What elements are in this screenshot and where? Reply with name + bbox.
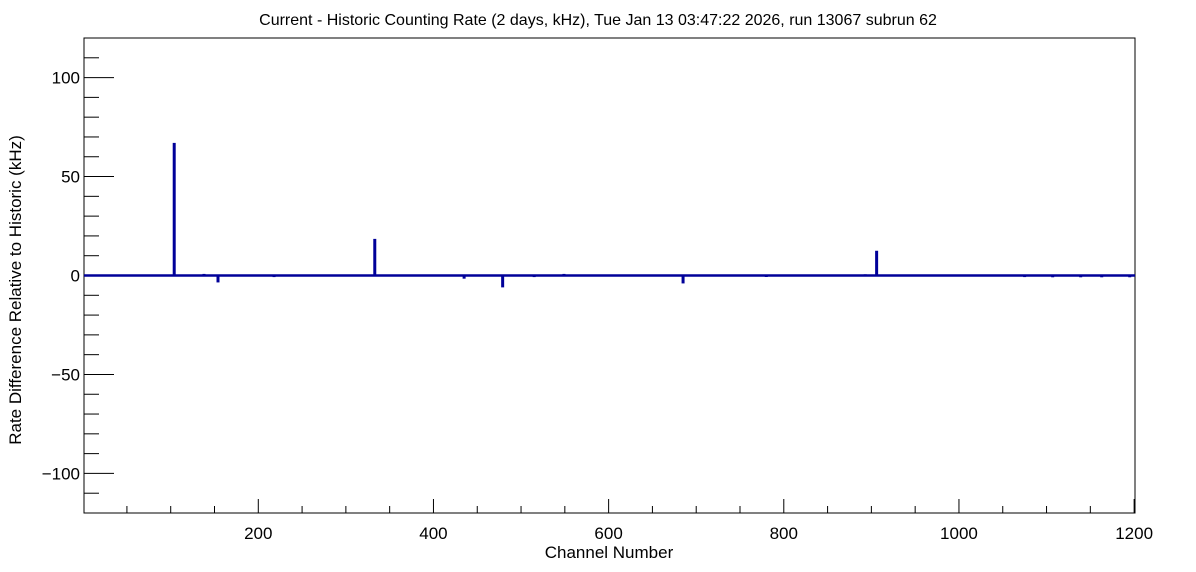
histogram-bar [1100,275,1104,278]
histogram-bar [681,275,685,284]
x-axis: 200 400 600 800 1000 1200 [126,499,1153,543]
histogram-bar [875,250,879,276]
y-tick-label: −50 [51,365,80,384]
x-axis-title: Channel Number [545,543,674,562]
histogram-bar [288,274,292,277]
x-tick-label: 600 [594,524,622,543]
y-tick-label: 50 [61,168,80,187]
histogram-bars [172,142,1132,288]
histogram-bar [216,275,220,283]
histogram-bar [467,274,471,277]
y-tick-label: −100 [42,464,80,483]
histogram-bar [1051,275,1055,278]
x-tick-label: 1200 [1115,524,1153,543]
y-axis-title: Rate Difference Relative to Historic (kH… [6,135,25,445]
histogram-bar [462,275,466,279]
histogram-bar [202,273,206,276]
y-tick-label: 100 [52,69,80,88]
x-tick-label: 1000 [940,524,978,543]
chart-title: Current - Historic Counting Rate (2 days… [259,12,937,29]
x-tick-label: 200 [244,524,272,543]
histogram-bar [272,275,276,278]
x-tick-label: 800 [770,524,798,543]
histogram-bar [1023,275,1027,278]
histogram-bar [172,142,176,276]
histogram-bar [562,273,566,276]
histogram-bar [764,275,768,277]
histogram-bar [373,238,377,276]
histogram-bar [501,275,505,288]
x-tick-label: 400 [419,524,447,543]
histogram-bar [1128,275,1132,278]
y-axis: −100 −50 0 50 100 [42,57,114,494]
histogram-bar [532,275,536,278]
histogram-bar [1079,275,1083,278]
y-tick-label: 0 [71,267,80,286]
histogram-bar [863,274,867,276]
